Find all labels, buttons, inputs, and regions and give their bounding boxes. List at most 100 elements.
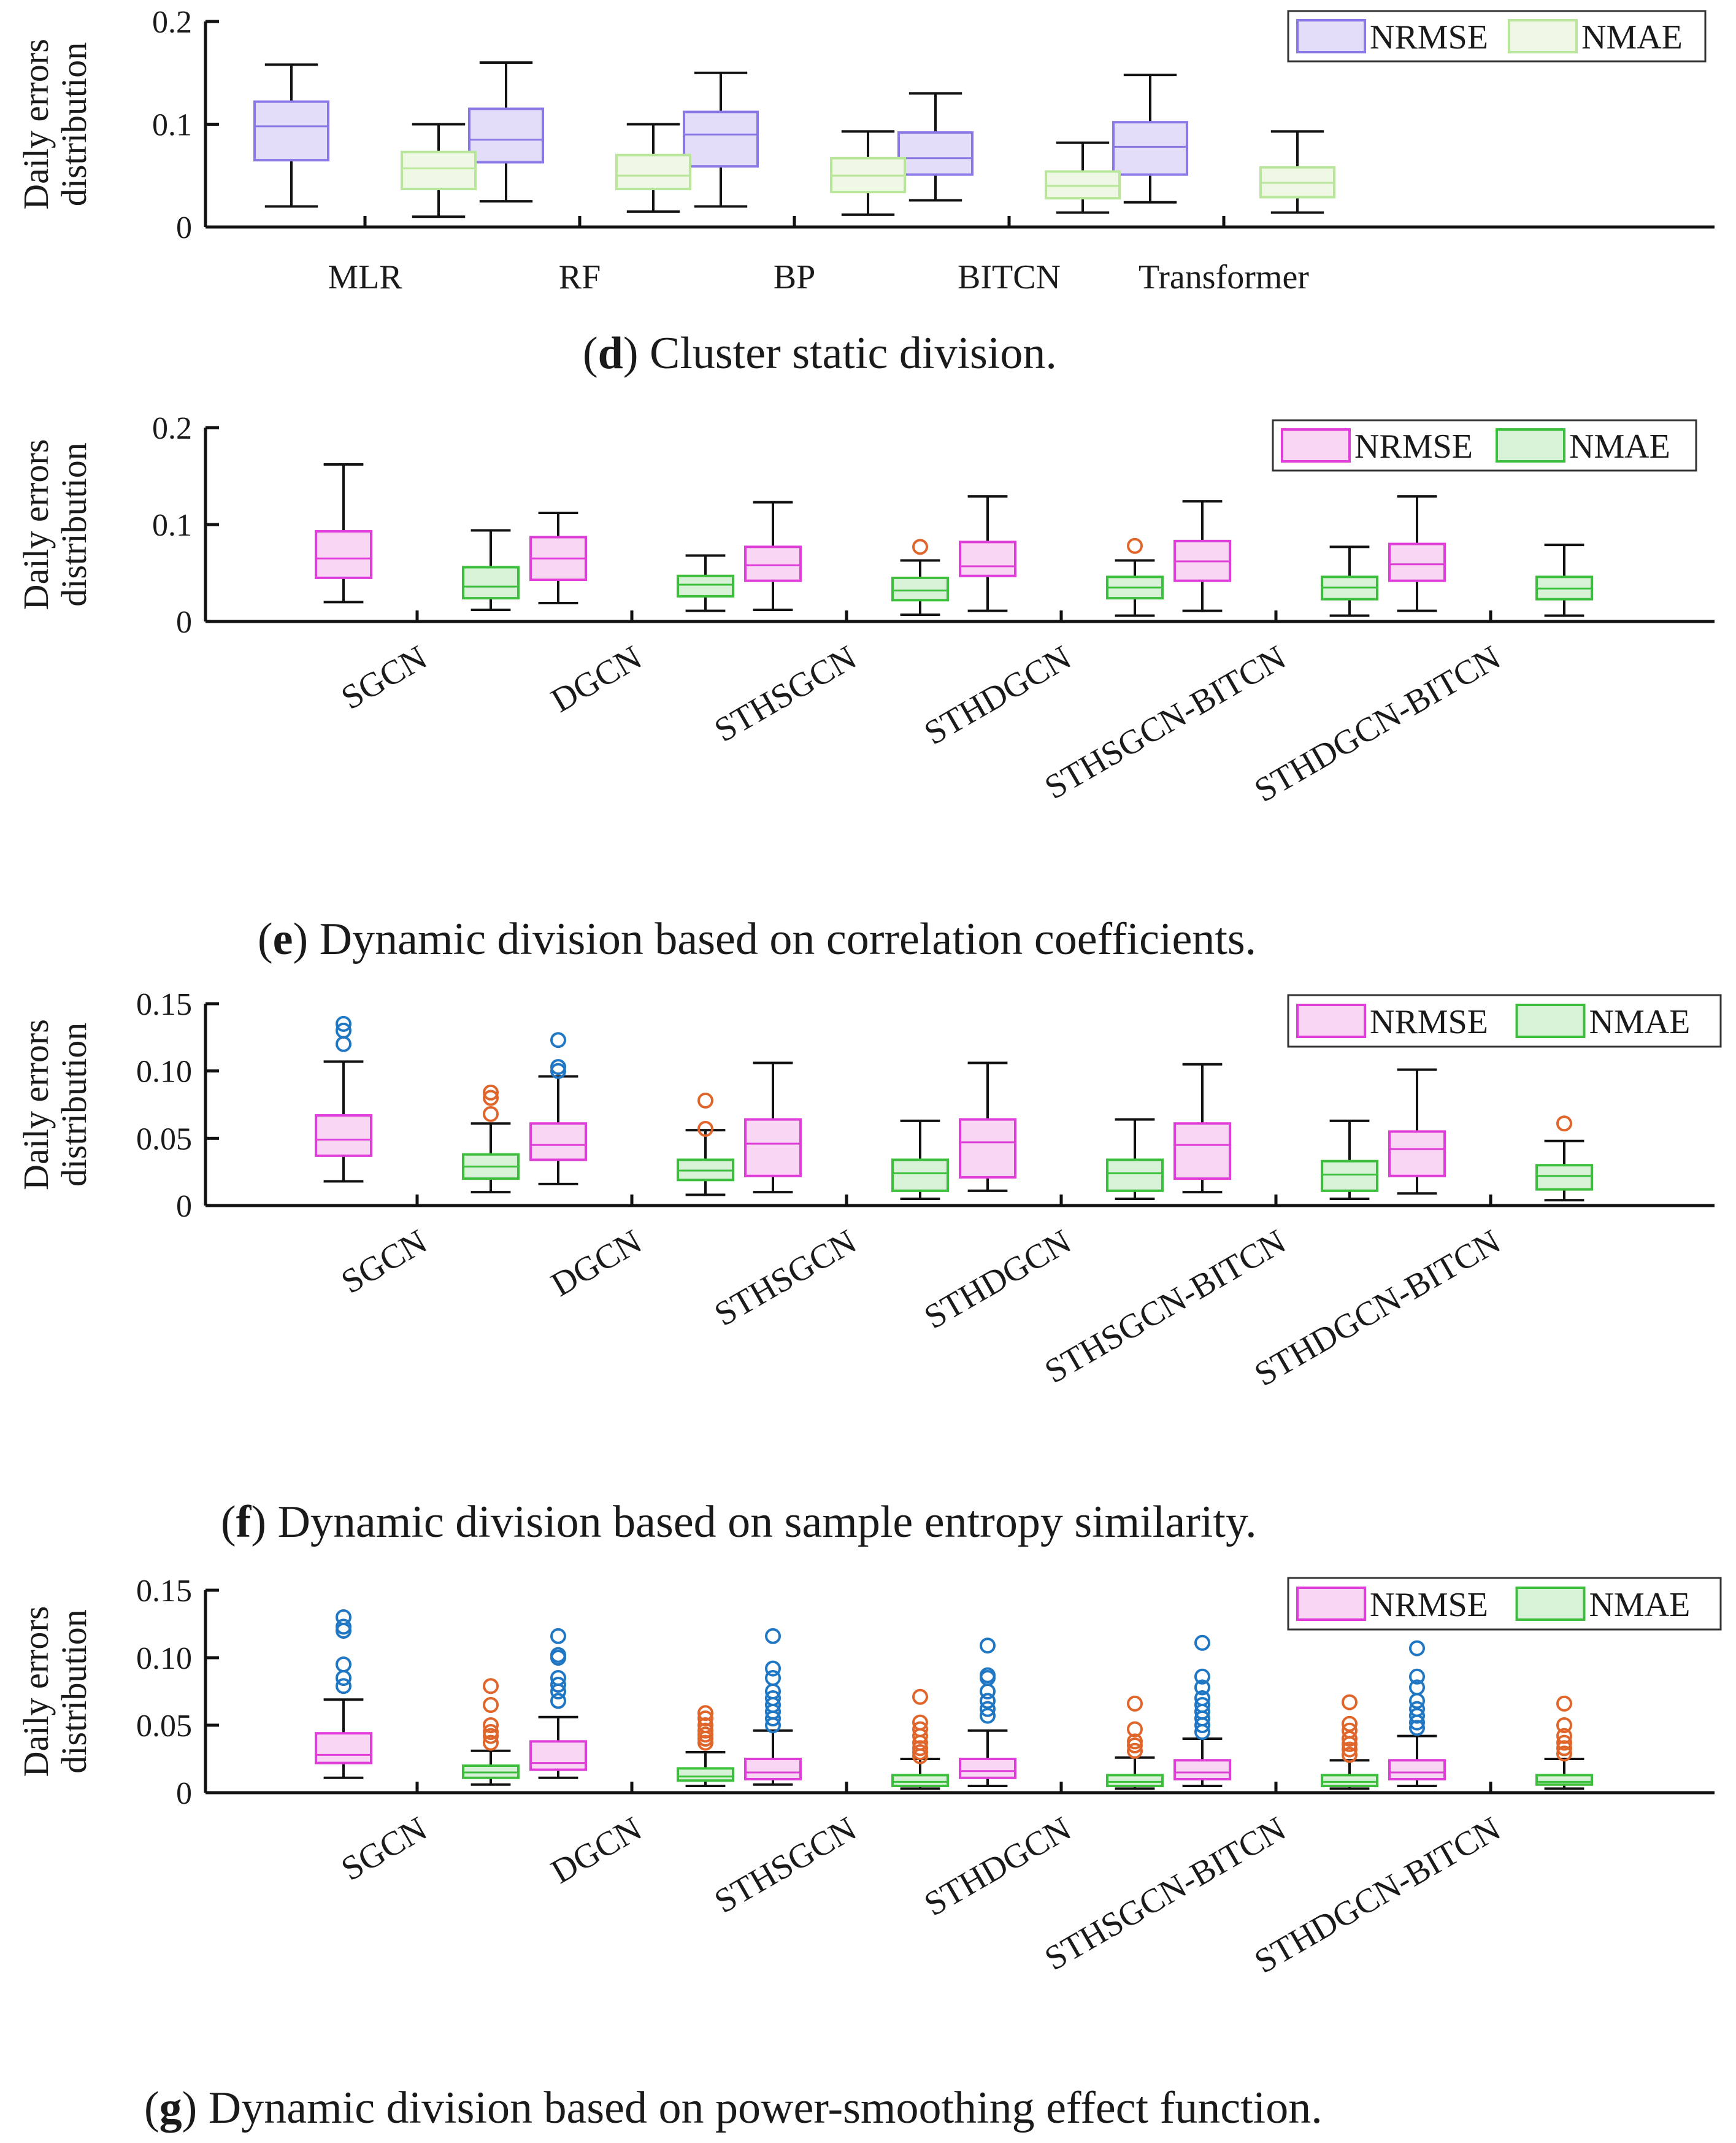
iqr-box (253, 100, 329, 162)
outlier-point (1342, 1731, 1358, 1747)
iqr-box (744, 1118, 802, 1177)
box-nrmse-rf (468, 61, 544, 203)
outlier-point (550, 1693, 566, 1709)
outlier-point (1342, 1747, 1358, 1763)
y-axis-label-line1: Daily errors (16, 1019, 56, 1190)
box-nrmse-sthsgcn-bitcn (1173, 1063, 1231, 1194)
outlier-point (980, 1707, 996, 1724)
legend-swatch-nmae (1496, 428, 1565, 463)
outlier-point (1409, 1668, 1425, 1685)
outlier-point (550, 1677, 566, 1693)
outlier-point (1127, 1733, 1143, 1750)
iqr-box (1173, 1759, 1231, 1780)
outlier-point (550, 1670, 566, 1686)
box-nmae-sthsgcn (891, 539, 949, 616)
outlier-point (336, 1609, 351, 1625)
box-nmae-mlr (401, 123, 477, 218)
box-nmae-sthsgcn-bitcn (1321, 1694, 1378, 1790)
iqr-box (683, 110, 759, 168)
outlier-point (980, 1701, 996, 1717)
caption-text: ) Cluster static division. (623, 328, 1057, 379)
box-nrmse-dgcn (529, 512, 587, 604)
outlier-point (483, 1734, 499, 1751)
box-nmae-sthdgcn (1106, 1118, 1164, 1201)
iqr-box (1535, 1774, 1593, 1786)
box-nmae-sthsgcn-bitcn (1321, 545, 1378, 617)
y-axis-label-line1: Daily errors (16, 39, 56, 210)
box-nrmse-sthsgcn (744, 501, 802, 612)
box-nrmse-sthdgcn (959, 1637, 1016, 1787)
outlier-point (336, 1022, 351, 1039)
y-axis-label-line2: distribution (54, 1609, 94, 1773)
outlier-point (765, 1670, 781, 1686)
x-tick-label: BP (774, 258, 816, 296)
x-tick-label: STHDGCN (918, 1223, 1077, 1337)
iqr-box (1106, 1158, 1164, 1192)
outlier-point (1194, 1634, 1210, 1651)
box-nmae-bitcn (1045, 141, 1121, 214)
box-nmae-bp (830, 130, 906, 216)
y-axis-label-line2: distribution (54, 1023, 94, 1187)
x-tick-label: MLR (328, 258, 402, 296)
iqr-box (315, 1732, 372, 1764)
box-nrmse-sthdgcn (959, 1061, 1016, 1192)
iqr-box (1535, 1164, 1593, 1191)
outlier-point (1127, 1721, 1143, 1737)
y-tick-label: 0 (176, 1776, 192, 1811)
box-nrmse-sthdgcn-bitcn (1388, 495, 1446, 612)
outlier-point (1556, 1734, 1572, 1751)
box-nrmse-dgcn (529, 1628, 587, 1779)
outlier-point (1194, 1668, 1210, 1685)
outlier-point (336, 1656, 351, 1672)
iqr-box (1106, 1774, 1164, 1787)
outlier-point (765, 1628, 781, 1644)
outlier-point (1409, 1693, 1425, 1709)
panel-caption: (e) Dynamic division based on correlatio… (258, 914, 1256, 964)
box-nrmse-transformer (1112, 74, 1188, 204)
outlier-point (980, 1693, 996, 1709)
outlier-point (697, 1092, 713, 1109)
outlier-point (1556, 1695, 1572, 1712)
caption-letter: f (236, 1497, 252, 1547)
legend: NRMSE NMAE (1287, 994, 1722, 1048)
box-nrmse-sthdgcn-bitcn (1388, 1068, 1446, 1195)
legend: NRMSE NMAE (1287, 1577, 1722, 1631)
legend: NRMSE NMAE (1272, 419, 1697, 472)
box-nmae-sthsgcn-bitcn (1321, 1119, 1378, 1201)
iqr-box (744, 1758, 802, 1780)
iqr-box (315, 1114, 372, 1157)
y-tick-label: 0 (176, 605, 192, 640)
y-tick-label: 0.2 (152, 411, 192, 446)
iqr-box (1045, 170, 1121, 200)
outlier-point (1409, 1679, 1425, 1696)
iqr-box (615, 153, 691, 191)
legend-swatch-nmae (1515, 1004, 1586, 1038)
outlier-point (912, 1721, 928, 1737)
y-axis-label-line2: distribution (54, 442, 94, 606)
box-nrmse-mlr (253, 63, 329, 208)
legend-swatch-nmae (1508, 19, 1578, 53)
outlier-point (1342, 1741, 1358, 1758)
panel-caption: (g) Dynamic division based on power-smoo… (144, 2083, 1323, 2133)
outlier-point (550, 1628, 566, 1644)
outlier-point (980, 1683, 996, 1699)
outlier-point (1556, 1740, 1572, 1756)
legend-swatch-nmae (1515, 1587, 1586, 1621)
box-nrmse-sthdgcn-bitcn (1388, 1640, 1446, 1787)
outlier-point (1342, 1722, 1358, 1739)
iqr-box (677, 1767, 734, 1782)
box-nrmse-bitcn (897, 92, 974, 202)
outlier-point (1342, 1694, 1358, 1710)
box-nmae-sgcn (462, 529, 520, 612)
outlier-point (980, 1637, 996, 1654)
x-tick-label: BITCN (958, 258, 1061, 296)
iqr-box (315, 530, 372, 579)
y-axis-label-line1: Daily errors (16, 1606, 56, 1777)
box-nmae-sthdgcn (1106, 537, 1164, 617)
outlier-point (697, 1722, 713, 1739)
outlier-point (336, 1618, 351, 1635)
y-tick-label: 0 (176, 1189, 192, 1224)
x-tick-label: SGCN (335, 1223, 433, 1301)
